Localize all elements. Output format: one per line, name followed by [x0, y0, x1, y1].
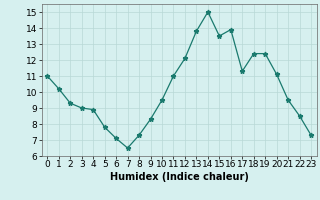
X-axis label: Humidex (Indice chaleur): Humidex (Indice chaleur): [110, 172, 249, 182]
